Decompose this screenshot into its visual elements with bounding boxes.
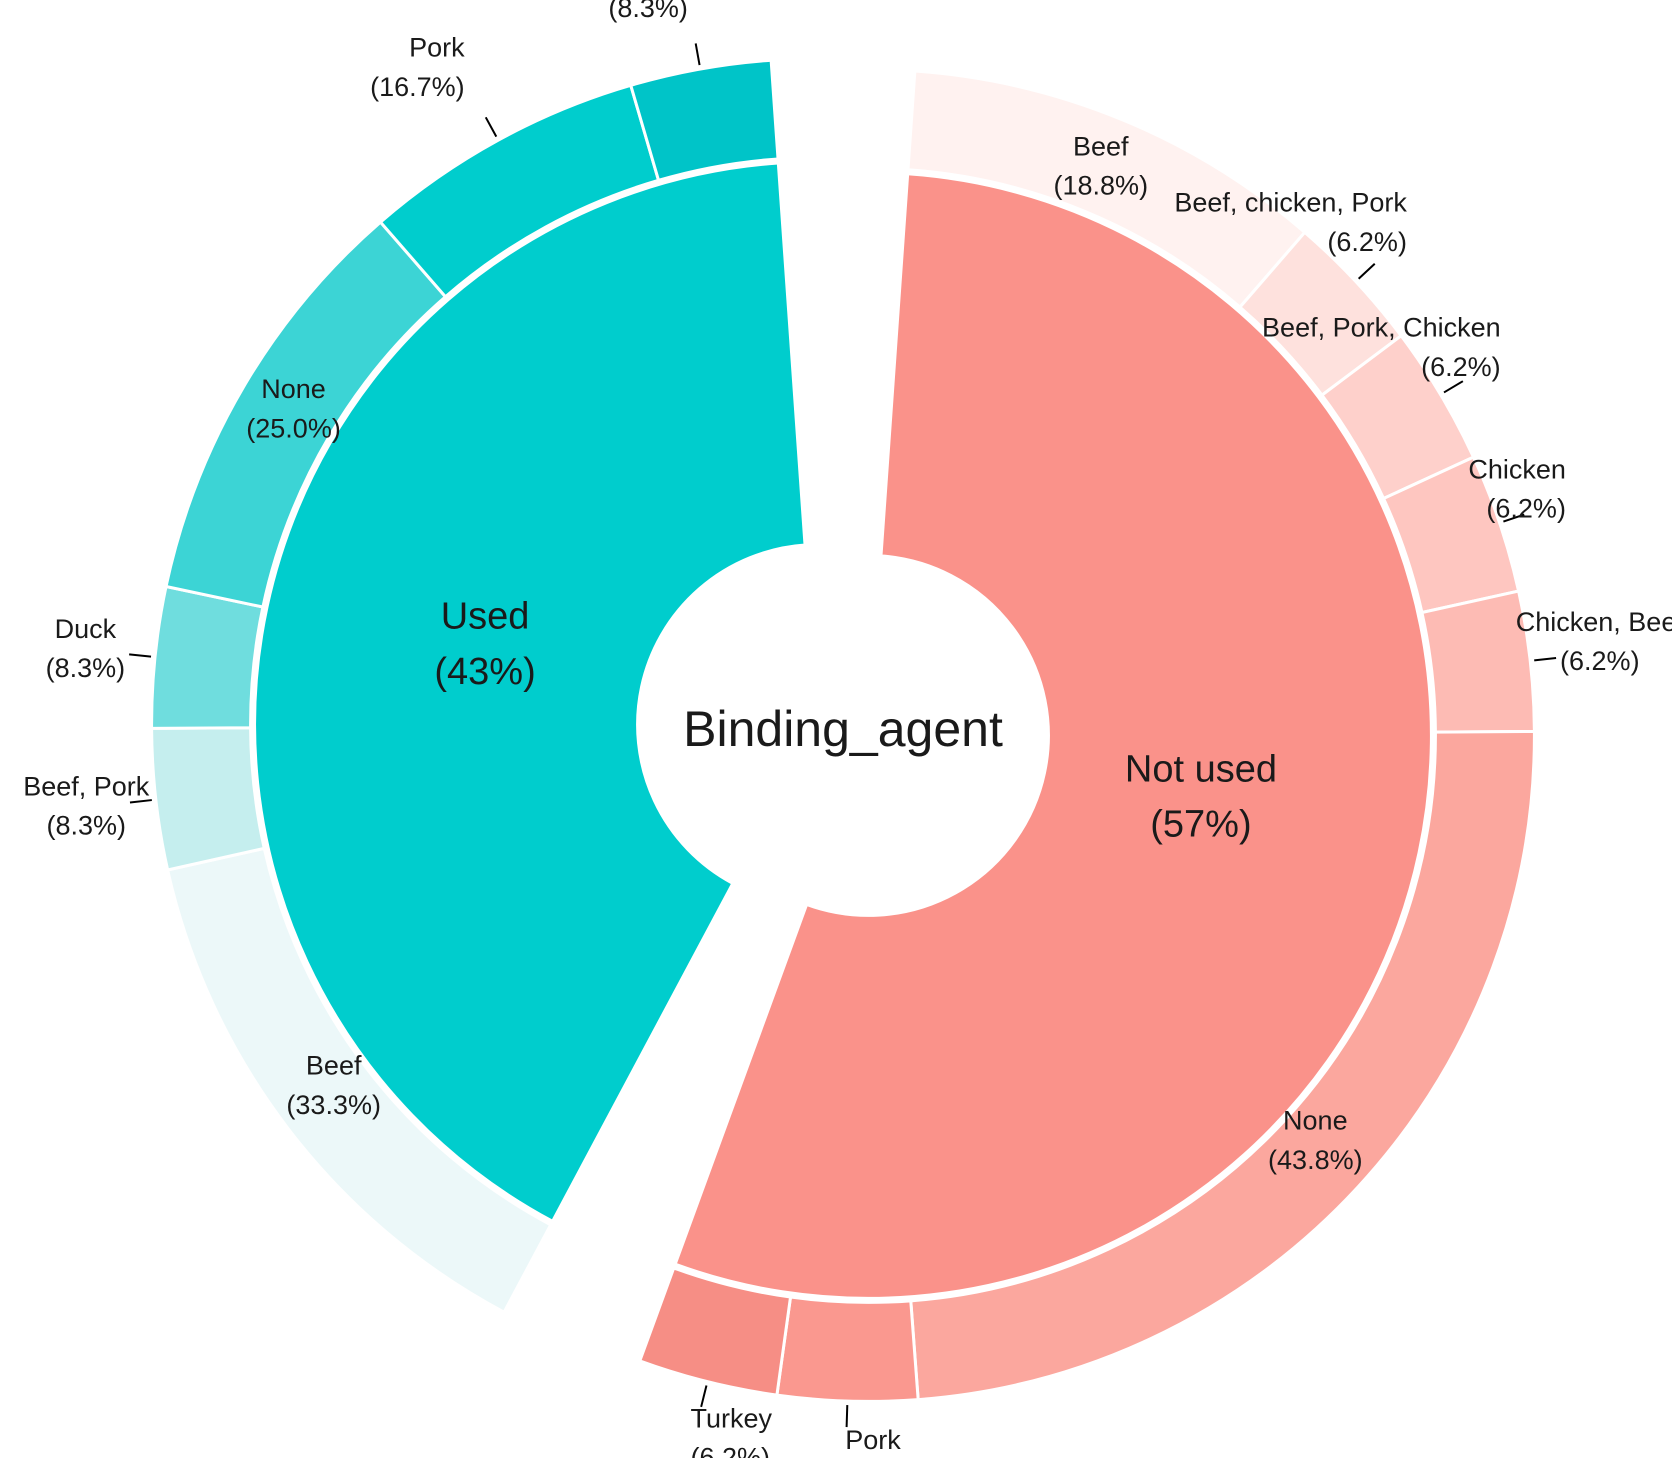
inner-label-not-used: Not used (57%) [1125,748,1277,845]
outer-label-used-none-line: (25.0%) [246,413,341,443]
outer-label-not-used-beef-pork-chicken-line: (6.2%) [1421,352,1501,382]
outer-segment-used-veal-pork [628,58,780,183]
leader-line-beef-chicken-pork [1357,262,1376,280]
outer-label-used-none-line: None [261,374,326,404]
outer-label-used-beef-pork-line: (8.3%) [46,811,126,841]
inner-label-not-used-line: (57%) [1150,803,1251,845]
leader-line-beef-pork-chicken [1443,380,1464,394]
outer-label-used-beef-pork-line: Beef, Pork [23,771,150,801]
outer-label-not-used-chicken-beef-line: Chicken, Beef [1516,607,1672,637]
outer-label-used-pork-line: (16.7%) [370,72,465,102]
outer-label-not-used-none: None (43.8%) [1268,1106,1363,1175]
inner-segment-not-used [673,172,1433,1300]
outer-label-used-duck-line: Duck [55,614,117,644]
outer-label-not-used-pork-line: Pork [845,1425,901,1455]
chart-labels: Not used (57%) Beef (18.8%) Beef, chicken, P… [23,0,1672,1458]
outer-label-not-used-beef-pork-chicken: Beef, Pork, Chicken (6.2%) [1262,313,1501,382]
outer-label-not-used-chicken-line: Chicken [1468,455,1566,485]
outer-label-not-used-none-line: (43.8%) [1268,1145,1363,1175]
outer-label-used-beef-pork: Beef, Pork (8.3%) [23,771,150,840]
outer-label-not-used-beef-chicken-pork-line: Beef, chicken, Pork [1174,188,1407,218]
outer-label-not-used-beef-pork-chicken-line: Beef, Pork, Chicken [1262,313,1501,343]
outer-label-not-used-chicken: Chicken (6.2%) [1468,455,1566,524]
outer-segment-used-beef-pork [150,726,267,872]
outer-segment-used-duck [150,584,265,730]
outer-label-used-pork: Pork (16.7%) [370,33,465,102]
outer-label-used-beef: Beef (33.3%) [286,1051,381,1120]
leader-line-chicken [1503,513,1525,523]
outer-label-used-pork-line: Pork [409,33,465,63]
outer-label-used-none: None (25.0%) [246,374,341,443]
outer-label-not-used-beef-chicken-pork-line: (6.2%) [1327,227,1407,257]
leader-line-beef-pork [129,799,152,804]
outer-label-not-used-beef: Beef (18.8%) [1054,132,1149,201]
inner-label-used-line: Used [441,596,530,638]
inner-label-used: Used (43%) [434,596,535,693]
outer-label-not-used-pork: Pork(6.2%) [845,1425,925,1458]
outer-label-not-used-beef-line: Beef [1073,132,1129,162]
outer-label-used-duck-line: (8.3%) [46,653,126,683]
leader-line-pork [845,1405,849,1428]
outer-segment-not-used-turkey [637,1266,793,1397]
outer-label-not-used-chicken-beef: Chicken, Beef (6.2%) [1516,607,1672,676]
outer-label-not-used-none-line: None [1283,1106,1348,1136]
outer-label-not-used-beef-line: (18.8%) [1054,171,1149,201]
chart-segments [150,58,1536,1403]
leader-line-turkey [700,1385,708,1408]
leader-line-pork [484,116,498,138]
outer-label-not-used-turkey-line: Turkey [691,1404,773,1434]
outer-label-used-veal-pork: Veal+ Pork(8.3%) [557,0,689,23]
outer-label-used-duck: Duck (8.3%) [46,614,126,683]
leader-line-duck [129,653,152,658]
outer-label-not-used-chicken-beef-line: (6.2%) [1560,646,1640,676]
outer-label-not-used-chicken-line: (6.2%) [1486,494,1566,524]
chart-title: Binding_agent [683,701,1003,757]
leader-line-chicken-beef [1534,656,1557,662]
outer-label-not-used-turkey: Turkey (6.2%) [691,1404,773,1458]
inner-label-used-line: (43%) [434,651,535,693]
inner-segment-used [253,161,807,1224]
outer-label-used-beef-line: Beef [306,1051,362,1081]
outer-label-not-used-turkey-line: (6.2%) [691,1443,771,1458]
leader-lines [129,43,1557,1428]
outer-label-used-veal-pork-line: (8.3%) [608,0,688,23]
outer-label-used-beef-line: (33.3%) [286,1090,381,1120]
outer-label-not-used-beef-chicken-pork: Beef, chicken, Pork (6.2%) [1174,188,1407,257]
leader-line-veal-pork [694,43,701,66]
inner-label-not-used-line: Not used [1125,748,1277,790]
outer-segment-not-used-pork [775,1295,920,1403]
